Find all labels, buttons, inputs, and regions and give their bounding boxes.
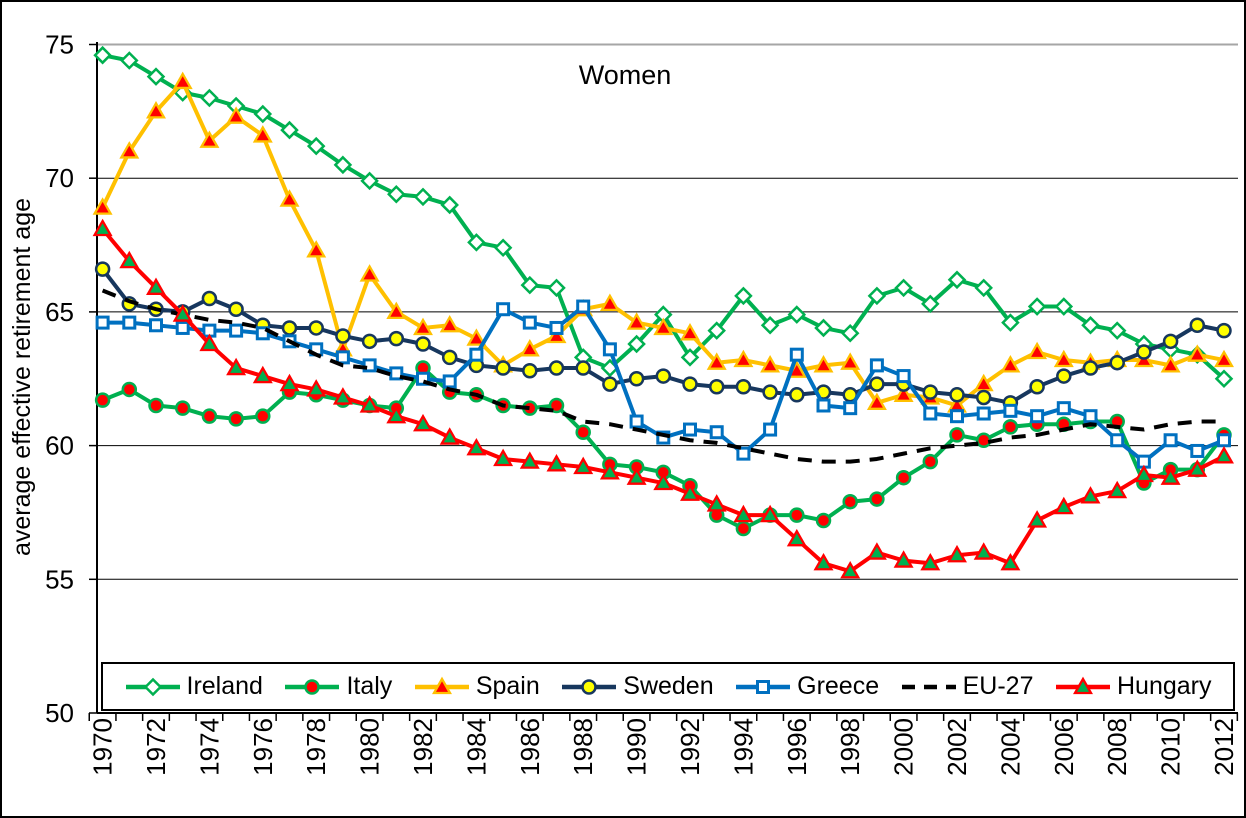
chart-legend: Ireland Italy Spain Sweden Greece EU-27 Hungar… xyxy=(101,662,1235,711)
svg-text:1970: 1970 xyxy=(88,718,118,776)
legend-item-greece: Greece xyxy=(735,672,879,701)
svg-text:1972: 1972 xyxy=(141,718,171,776)
svg-text:50: 50 xyxy=(45,698,74,728)
legend-sample-ireland xyxy=(125,677,180,696)
svg-text:2008: 2008 xyxy=(1102,718,1132,776)
legend-sample-hungary xyxy=(1055,676,1110,694)
legend-sample-sweden xyxy=(562,678,617,695)
svg-text:2006: 2006 xyxy=(1049,718,1079,776)
svg-text:70: 70 xyxy=(45,163,74,193)
svg-text:1980: 1980 xyxy=(355,718,385,776)
series-eu-27 xyxy=(101,288,1224,464)
svg-text:1982: 1982 xyxy=(408,718,438,776)
svg-text:65: 65 xyxy=(45,297,74,327)
legend-sample-spain xyxy=(414,676,469,694)
legend-label-spain: Spain xyxy=(475,672,540,700)
legend-label-sweden: Sweden xyxy=(623,672,714,700)
y-tick-labels: 50 55 60 65 70 75 xyxy=(45,30,74,729)
svg-text:1990: 1990 xyxy=(622,718,652,776)
legend-label-hungary: Hungary xyxy=(1116,672,1212,700)
legend-item-spain: Spain xyxy=(414,672,540,701)
svg-text:2002: 2002 xyxy=(942,718,972,776)
svg-text:2004: 2004 xyxy=(995,718,1025,776)
x-tick-labels: 1970 1972 1974 1976 1978 1980 1982 1984 1986 1988… xyxy=(88,718,1239,776)
y-axis-title: average effective retirement age xyxy=(8,197,36,557)
legend-label-eu-27: EU-27 xyxy=(962,672,1034,700)
series-hungary-markers xyxy=(92,218,1234,579)
legend-item-hungary: Hungary xyxy=(1055,672,1212,701)
svg-text:55: 55 xyxy=(45,564,74,594)
chart-title: Women xyxy=(578,60,672,90)
series-spain xyxy=(92,71,1234,413)
legend-item-eu-27: EU-27 xyxy=(901,672,1034,701)
svg-text:1998: 1998 xyxy=(835,718,865,776)
svg-text:75: 75 xyxy=(45,30,74,60)
svg-text:1984: 1984 xyxy=(461,718,491,776)
svg-text:1996: 1996 xyxy=(782,718,812,776)
axes xyxy=(88,42,1239,721)
series-sweden-markers xyxy=(94,261,1232,411)
series-ireland xyxy=(93,45,1234,389)
legend-label-italy: Italy xyxy=(346,672,393,700)
svg-text:1974: 1974 xyxy=(194,718,224,776)
series-hungary xyxy=(92,218,1234,579)
legend-label-greece: Greece xyxy=(797,672,880,700)
svg-text:1986: 1986 xyxy=(515,718,545,776)
legend-item-italy: Italy xyxy=(284,672,392,701)
svg-text:1978: 1978 xyxy=(301,718,331,776)
series-ireland-markers xyxy=(93,45,1234,389)
svg-text:2010: 2010 xyxy=(1156,718,1186,776)
legend-sample-italy xyxy=(285,678,340,695)
legend-sample-greece xyxy=(736,679,791,694)
svg-text:1992: 1992 xyxy=(675,718,705,776)
svg-text:1976: 1976 xyxy=(248,718,278,776)
svg-text:1994: 1994 xyxy=(728,718,758,776)
svg-text:2000: 2000 xyxy=(889,718,919,776)
legend-item-sweden: Sweden xyxy=(561,672,714,701)
svg-text:60: 60 xyxy=(45,431,74,461)
svg-text:2012: 2012 xyxy=(1209,718,1239,776)
legend-item-ireland: Ireland xyxy=(125,672,263,701)
legend-sample-eu-27 xyxy=(901,684,956,689)
svg-text:1988: 1988 xyxy=(568,718,598,776)
legend-label-ireland: Ireland xyxy=(186,672,263,700)
series-spain-markers xyxy=(92,71,1234,413)
series-sweden xyxy=(94,261,1232,411)
